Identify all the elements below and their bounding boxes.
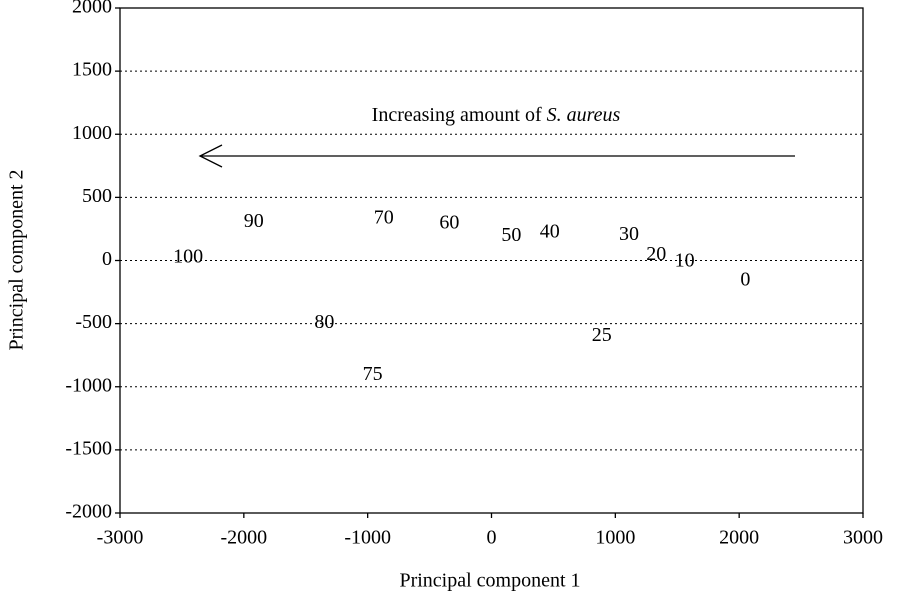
point-label: 60 bbox=[439, 211, 459, 233]
x-tick-label: 3000 bbox=[843, 527, 883, 549]
arrow-head bbox=[198, 144, 223, 168]
y-tick-label: 0 bbox=[102, 248, 112, 270]
y-tick-label: -1000 bbox=[65, 374, 112, 396]
y-tick-label: -1500 bbox=[65, 437, 112, 459]
point-label: 40 bbox=[540, 220, 560, 242]
point-label: 100 bbox=[173, 246, 203, 268]
y-tick-label: 1000 bbox=[72, 122, 112, 144]
annotation-species: S. aureus bbox=[547, 104, 621, 126]
y-tick-label: -500 bbox=[75, 311, 112, 333]
point-label: 30 bbox=[619, 223, 639, 245]
y-tick-label: 500 bbox=[82, 185, 112, 207]
point-label: 0 bbox=[740, 268, 750, 290]
annotation-text: Increasing amount of bbox=[372, 104, 547, 126]
x-tick-label: 2000 bbox=[719, 527, 759, 549]
point-label: 75 bbox=[363, 363, 383, 385]
y-tick-label: 2000 bbox=[72, 0, 112, 18]
point-label: 90 bbox=[244, 210, 264, 232]
arrow bbox=[198, 144, 795, 168]
x-tick-label: -3000 bbox=[97, 527, 144, 549]
y-tick-label: -2000 bbox=[65, 501, 112, 523]
x-tick-label: 1000 bbox=[595, 527, 635, 549]
x-tick-label: 0 bbox=[487, 527, 497, 549]
y-tick-label: 1500 bbox=[72, 59, 112, 81]
point-label: 10 bbox=[675, 249, 695, 271]
point-label: 25 bbox=[592, 324, 612, 346]
x-axis-label: Principal component 1 bbox=[399, 570, 580, 592]
point-label: 50 bbox=[501, 224, 521, 246]
point-label: 70 bbox=[374, 206, 394, 228]
point-label: 20 bbox=[646, 243, 666, 265]
y-axis-label: Principal component 2 bbox=[6, 169, 28, 350]
annotation: Increasing amount of S. aureus bbox=[372, 104, 621, 126]
x-tick-label: -1000 bbox=[344, 527, 391, 549]
x-tick-label: -2000 bbox=[220, 527, 267, 549]
point-label: 80 bbox=[314, 311, 334, 333]
